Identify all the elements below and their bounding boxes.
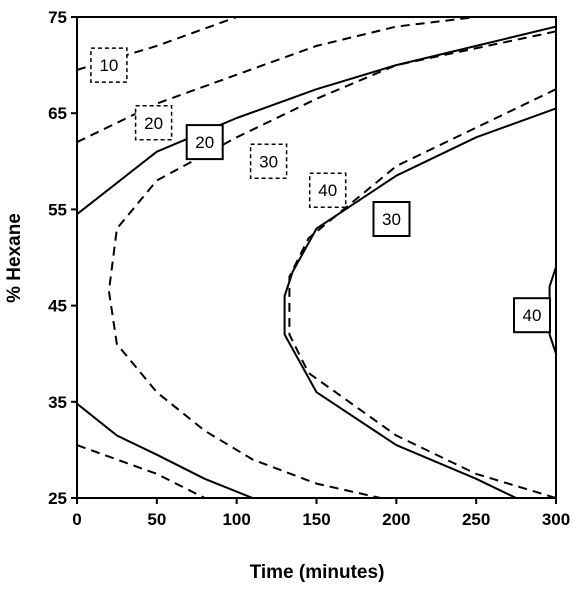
svg-text:30: 30 [259, 152, 278, 171]
contour-label-dashed-30: 30 [249, 143, 288, 180]
contour-lines [77, 17, 556, 498]
contour-dashed-40-0 [288, 88, 556, 498]
contour-label-dashed-20: 20 [134, 105, 173, 141]
x-tick-label: 200 [382, 510, 410, 529]
svg-text:30: 30 [382, 210, 401, 229]
y-axis-title: % Hexane [4, 213, 25, 303]
contour-label-dashed-10: 10 [90, 47, 128, 83]
x-tick-label: 0 [72, 510, 81, 529]
y-tick-label: 25 [48, 489, 67, 508]
svg-text:40: 40 [523, 306, 542, 325]
contour-dashed-20-0 [77, 17, 477, 144]
x-axis-title: Time (minutes) [250, 562, 385, 583]
y-tick-label: 65 [48, 104, 67, 123]
y-tick-label: 55 [48, 200, 67, 219]
ticks-layer: 0 50 100 150 200 250 300 25 35 45 55 65 75 [48, 8, 570, 529]
y-tick-label: 45 [48, 297, 67, 316]
contour-label-solid-40: 40 [513, 297, 551, 334]
x-tick-label: 300 [542, 510, 570, 529]
x-tick-label: 150 [302, 510, 330, 529]
x-tick-label: 50 [147, 510, 166, 529]
svg-text:40: 40 [318, 181, 337, 200]
contour-dashed-30-0 [107, 30, 556, 498]
contour-dashed-10-0 [77, 17, 238, 71]
contour-label-solid-20: 20 [185, 124, 224, 161]
x-tick-label: 250 [462, 510, 490, 529]
contour-solid-20-0 [77, 25, 556, 215]
y-tick-label: 35 [48, 393, 67, 412]
svg-text:10: 10 [99, 56, 118, 75]
contour-label-dashed-40: 40 [308, 172, 347, 208]
contour-solid-30-0 [283, 107, 556, 498]
svg-text:20: 20 [195, 133, 214, 152]
contour-dashed-20-1 [77, 444, 206, 498]
plot-layer: 20 30 40 10 20 30 40 [77, 17, 556, 498]
y-tick-label: 75 [48, 8, 67, 27]
x-tick-label: 100 [222, 510, 250, 529]
contour-label-solid-30: 30 [372, 201, 411, 237]
svg-text:20: 20 [144, 114, 163, 133]
contour-solid-20-1 [77, 402, 253, 498]
